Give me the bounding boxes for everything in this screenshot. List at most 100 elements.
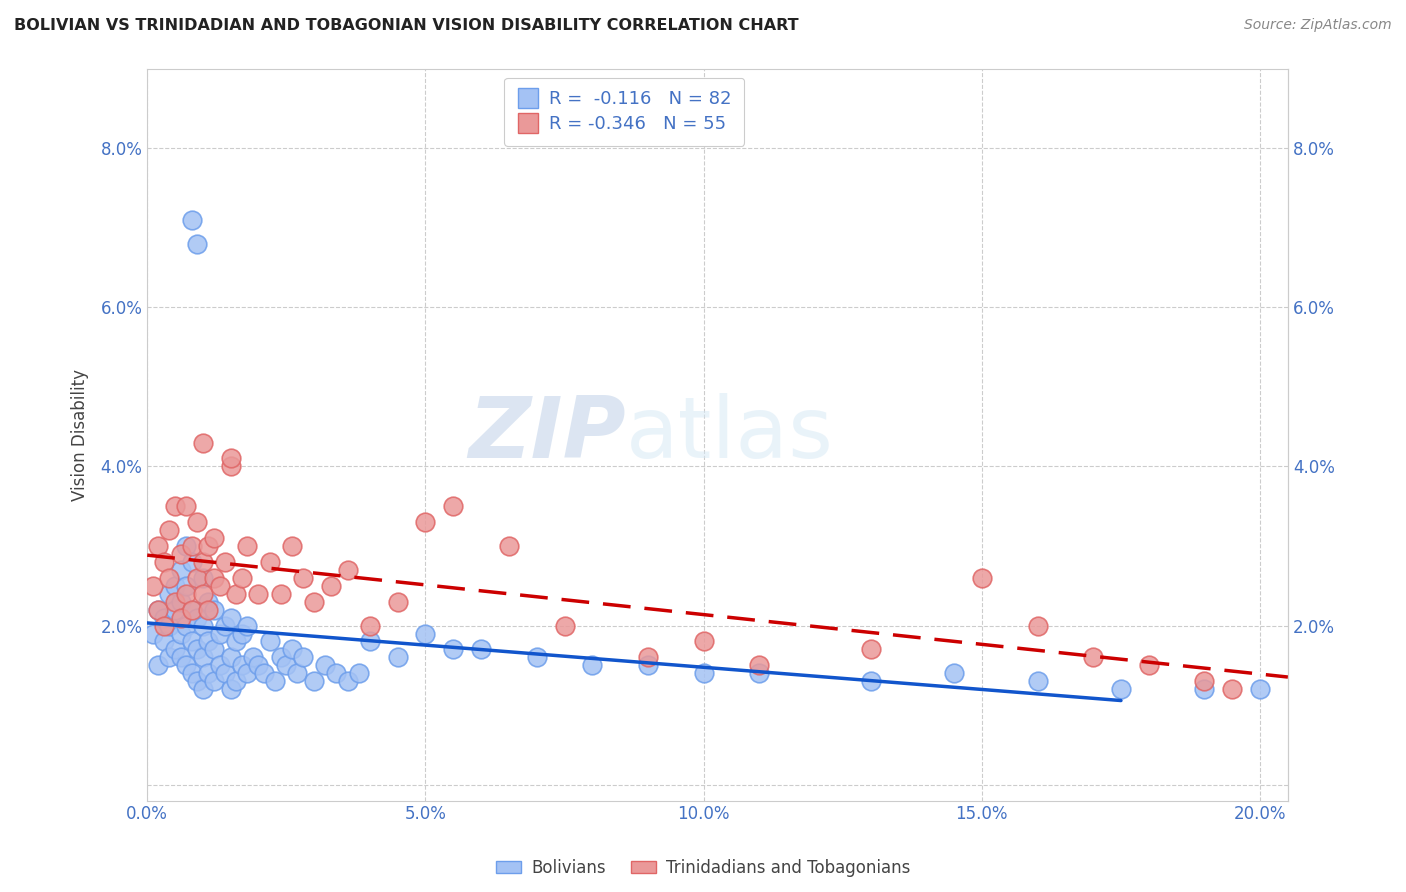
Point	[225, 587, 247, 601]
Point	[441, 642, 464, 657]
Point	[287, 666, 309, 681]
Point	[253, 666, 276, 681]
Point	[174, 579, 197, 593]
Point	[359, 634, 381, 648]
Point	[1081, 650, 1104, 665]
Point	[191, 587, 214, 601]
Point	[637, 650, 659, 665]
Point	[163, 579, 186, 593]
Point	[1137, 658, 1160, 673]
Point	[581, 658, 603, 673]
Point	[281, 539, 304, 553]
Point	[180, 602, 202, 616]
Point	[247, 587, 270, 601]
Point	[174, 618, 197, 632]
Point	[1194, 682, 1216, 697]
Point	[1026, 618, 1049, 632]
Y-axis label: Vision Disability: Vision Disability	[72, 368, 89, 500]
Point	[159, 587, 181, 601]
Point	[202, 531, 225, 545]
Point	[169, 626, 191, 640]
Point	[359, 618, 381, 632]
Point	[148, 602, 170, 616]
Point	[148, 602, 170, 616]
Point	[554, 618, 576, 632]
Text: atlas: atlas	[626, 393, 834, 476]
Point	[159, 571, 181, 585]
Point	[191, 435, 214, 450]
Point	[637, 658, 659, 673]
Point	[236, 618, 259, 632]
Point	[264, 674, 287, 689]
Point	[202, 642, 225, 657]
Point	[859, 674, 882, 689]
Point	[202, 674, 225, 689]
Point	[191, 618, 214, 632]
Point	[225, 634, 247, 648]
Point	[225, 674, 247, 689]
Point	[415, 626, 437, 640]
Point	[219, 451, 242, 466]
Point	[208, 579, 231, 593]
Point	[270, 587, 292, 601]
Text: BOLIVIAN VS TRINIDADIAN AND TOBAGONIAN VISION DISABILITY CORRELATION CHART: BOLIVIAN VS TRINIDADIAN AND TOBAGONIAN V…	[14, 18, 799, 33]
Point	[180, 634, 202, 648]
Point	[163, 595, 186, 609]
Text: ZIP: ZIP	[468, 393, 626, 476]
Point	[191, 571, 214, 585]
Point	[748, 666, 770, 681]
Point	[748, 658, 770, 673]
Point	[169, 563, 191, 577]
Point	[186, 571, 208, 585]
Point	[191, 555, 214, 569]
Point	[1249, 682, 1271, 697]
Point	[415, 515, 437, 529]
Point	[526, 650, 548, 665]
Point	[859, 642, 882, 657]
Point	[159, 650, 181, 665]
Point	[336, 674, 359, 689]
Point	[148, 658, 170, 673]
Point	[169, 650, 191, 665]
Point	[970, 571, 993, 585]
Point	[186, 674, 208, 689]
Point	[186, 515, 208, 529]
Point	[1194, 674, 1216, 689]
Point	[191, 682, 214, 697]
Point	[276, 658, 298, 673]
Point	[163, 602, 186, 616]
Point	[231, 571, 253, 585]
Point	[169, 547, 191, 561]
Point	[214, 555, 236, 569]
Point	[325, 666, 347, 681]
Point	[219, 610, 242, 624]
Point	[236, 539, 259, 553]
Point	[219, 682, 242, 697]
Point	[153, 610, 176, 624]
Point	[169, 595, 191, 609]
Point	[148, 539, 170, 553]
Point	[186, 610, 208, 624]
Point	[1220, 682, 1243, 697]
Point	[153, 555, 176, 569]
Point	[302, 595, 325, 609]
Point	[174, 658, 197, 673]
Point	[219, 650, 242, 665]
Point	[197, 634, 219, 648]
Point	[247, 658, 270, 673]
Point	[281, 642, 304, 657]
Point	[470, 642, 492, 657]
Point	[387, 595, 409, 609]
Point	[219, 459, 242, 474]
Point	[231, 626, 253, 640]
Point	[186, 642, 208, 657]
Point	[302, 674, 325, 689]
Point	[319, 579, 342, 593]
Point	[943, 666, 966, 681]
Point	[347, 666, 370, 681]
Point	[208, 626, 231, 640]
Point	[242, 650, 264, 665]
Point	[142, 579, 165, 593]
Point	[236, 666, 259, 681]
Point	[692, 666, 714, 681]
